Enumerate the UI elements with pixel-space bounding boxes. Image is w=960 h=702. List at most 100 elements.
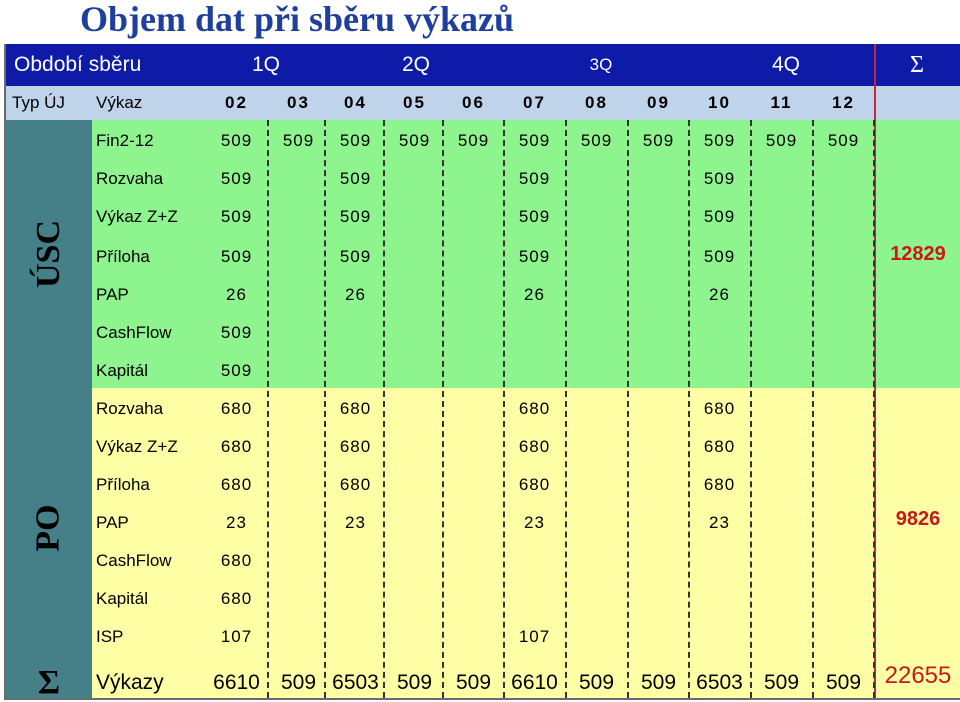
table-cell: 23: [226, 513, 247, 532]
table-cell: 6503: [332, 671, 379, 694]
table-row: Příloha 509 509 509 509: [6, 238, 874, 276]
table-cell: [566, 238, 627, 276]
table-cell: 509: [220, 247, 253, 266]
table-cell: 509: [640, 671, 677, 694]
table-cell: [813, 198, 874, 236]
table-cell: 509: [580, 131, 613, 150]
table-cell: [628, 352, 689, 390]
table-cell: 509: [457, 131, 490, 150]
table-cell: [268, 314, 329, 352]
sigma-header: Σ: [910, 51, 924, 78]
table-cell: [813, 428, 874, 466]
table-cell: [384, 466, 445, 504]
table-cell: [384, 238, 445, 276]
table-row: Kapitál 509: [6, 352, 874, 390]
table-cell: [813, 390, 874, 428]
table-cell: [813, 466, 874, 504]
table-cell: [384, 390, 445, 428]
table-cell: 680: [339, 399, 372, 418]
table-cell: 6610: [213, 671, 260, 694]
table-cell: [628, 466, 689, 504]
table-cell: [443, 428, 504, 466]
table-row: Rozvaha 509 509 509 509: [6, 160, 874, 198]
table-row: Výkazy 6610 509 6503 509 509 6610 509 509 6503 509…: [6, 664, 874, 702]
type-label: Typ ÚJ: [12, 93, 65, 112]
table-cell: 26: [226, 285, 247, 304]
month-header: 09: [647, 93, 670, 112]
data-table: Období sběru 1Q 2Q 3Q 4Q Σ Typ ÚJ Výkaz …: [4, 44, 960, 702]
table-row: CashFlow 509: [6, 314, 874, 352]
table-row: PAP 26 26 26 26: [6, 276, 874, 314]
table-cell: [628, 238, 689, 276]
table-cell: 680: [703, 475, 736, 494]
table-cell: 680: [703, 437, 736, 456]
table-cell: 26: [709, 285, 730, 304]
row-label: Výkaz Z+Z: [96, 437, 178, 456]
table-cell: 23: [524, 513, 545, 532]
table-cell: [628, 428, 689, 466]
table-cell: 23: [709, 513, 730, 532]
table-cell: [751, 504, 812, 542]
quarter-2q: 2Q: [401, 53, 430, 76]
table-cell: [751, 580, 812, 618]
table-cell: 509: [825, 671, 862, 694]
po-sidebar: PO: [6, 388, 92, 668]
table-cell: [443, 198, 504, 236]
table-cell: [813, 314, 874, 352]
table-cell: [268, 466, 329, 504]
table-cell: [813, 352, 874, 390]
sum-sidebar: Σ: [6, 664, 92, 701]
table-cell: 509: [703, 131, 736, 150]
row-label: Kapitál: [96, 589, 148, 608]
table-cell: [751, 466, 812, 504]
table-cell: [384, 580, 445, 618]
table-cell: [268, 238, 329, 276]
table-cell: 509: [280, 671, 317, 694]
table-row: CashFlow 680: [6, 542, 874, 580]
table-cell: [689, 618, 750, 656]
report-label: Výkaz: [96, 93, 143, 112]
row-label: CashFlow: [96, 323, 172, 342]
table-cell: 107: [518, 627, 551, 646]
table-cell: 509: [642, 131, 675, 150]
column-divider: [324, 120, 326, 698]
table-cell: [443, 160, 504, 198]
table-cell: 107: [220, 627, 253, 646]
table-row: Kapitál 680: [6, 580, 874, 618]
table-cell: 26: [524, 285, 545, 304]
table-cell: [566, 580, 627, 618]
grand-total: 22655: [884, 662, 952, 689]
month-header: 06: [462, 93, 485, 112]
table-cell: 509: [339, 247, 372, 266]
table-cell: [628, 314, 689, 352]
table-cell: [813, 276, 874, 314]
row-label: Rozvaha: [96, 399, 164, 418]
table-cell: 509: [220, 207, 253, 226]
table-cell: [443, 542, 504, 580]
usc-total: 12829: [890, 242, 946, 265]
table-cell: [813, 542, 874, 580]
table-cell: [504, 352, 565, 390]
row-label: ISP: [96, 627, 124, 646]
table-cell: 509: [518, 169, 551, 188]
table-cell: 509: [703, 169, 736, 188]
table-cell: [751, 618, 812, 656]
table-cell: [813, 238, 874, 276]
table-cell: 509: [518, 131, 551, 150]
column-divider: [565, 120, 567, 698]
table-cell: 680: [518, 475, 551, 494]
table-cell: 6610: [511, 671, 558, 694]
month-header: 10: [708, 93, 731, 112]
table-cell: [268, 580, 329, 618]
table-cell: [443, 618, 504, 656]
column-divider: [812, 120, 814, 698]
table-cell: [325, 352, 386, 390]
table-row: Výkaz Z+Z 680 680 680 680: [6, 428, 874, 466]
table-cell: [384, 276, 445, 314]
table-cell: [689, 352, 750, 390]
table-cell: [566, 428, 627, 466]
table-cell: 509: [220, 361, 253, 380]
table-cell: 680: [220, 551, 253, 570]
table-cell: [751, 352, 812, 390]
row-label: Výkaz Z+Z: [96, 207, 178, 226]
